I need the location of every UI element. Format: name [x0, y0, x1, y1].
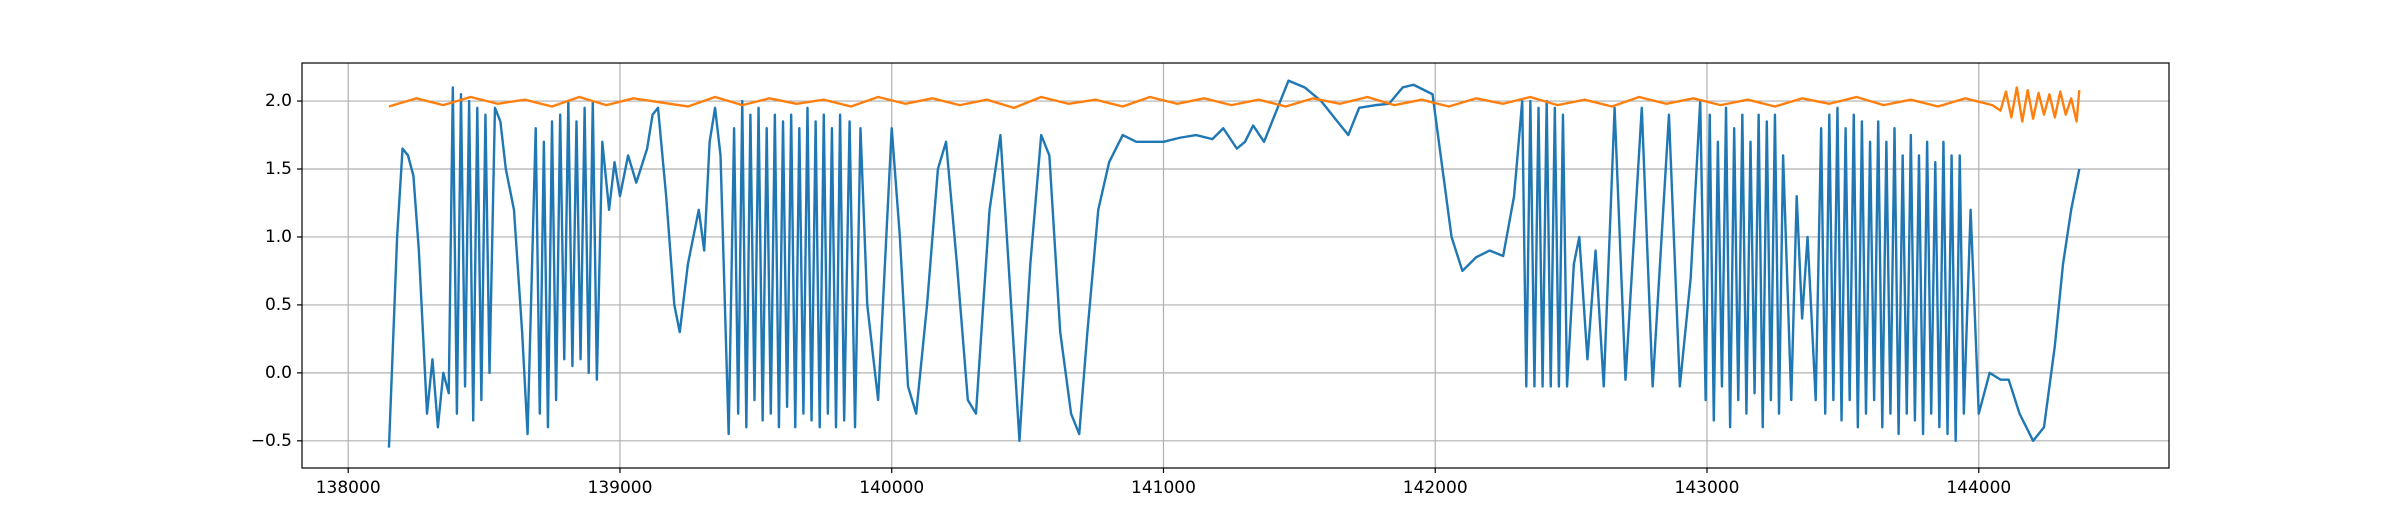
y-tick-label: 1.0: [265, 227, 292, 247]
plot-frame: [301, 62, 2170, 469]
x-tick-label: 141000: [1131, 478, 1196, 498]
x-tick-label: 139000: [588, 478, 653, 498]
y-tick-label: −0.5: [251, 431, 292, 451]
y-tick-label: 1.5: [265, 159, 292, 179]
x-tick-label: 140000: [859, 478, 924, 498]
x-tick-label: 138000: [316, 478, 381, 498]
x-tick-label: 143000: [1675, 478, 1740, 498]
y-tick-label: 0.0: [265, 363, 292, 383]
x-tick-label: 144000: [1946, 478, 2011, 498]
line-series: [388, 86, 2081, 123]
y-tick-label: 2.0: [265, 91, 292, 111]
x-tick-label: 142000: [1403, 478, 1468, 498]
y-tick-label: 0.5: [265, 295, 292, 315]
